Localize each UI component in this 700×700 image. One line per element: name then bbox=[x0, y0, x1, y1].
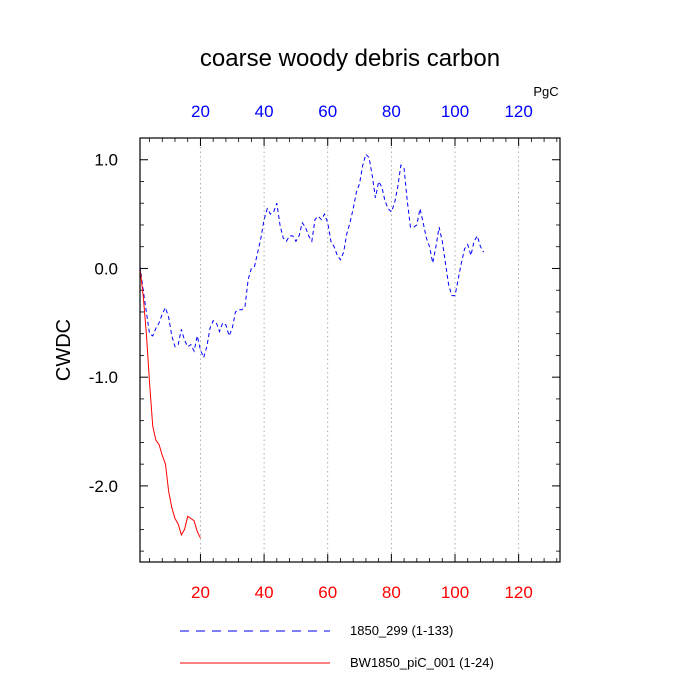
x-tick-label-top: 80 bbox=[382, 102, 401, 121]
x-tick-label-top: 60 bbox=[318, 102, 337, 121]
y-tick-label: 1.0 bbox=[94, 151, 118, 170]
x-tick-label-bottom: 100 bbox=[441, 583, 469, 602]
axis-ticks bbox=[140, 137, 560, 562]
x-tick-label-top: 40 bbox=[255, 102, 274, 121]
tick-labels: 20 20 40 40 60 60 80 80 100 100 120 120 1.0 0.0 -1.0 -2… bbox=[89, 102, 533, 602]
x-tick-label-top: 100 bbox=[441, 102, 469, 121]
legend-label-bw1850-pic-001: BW1850_piC_001 (1-24) bbox=[350, 655, 494, 670]
series-line-2 bbox=[139, 268, 201, 539]
legend-label-1850-299: 1850_299 (1-133) bbox=[350, 623, 453, 638]
x-grid bbox=[200, 138, 520, 562]
legend: 1850_299 (1-133) BW1850_piC_001 (1-24) bbox=[180, 623, 494, 670]
y-axis-label: CWDC bbox=[53, 319, 75, 381]
series-line-1 bbox=[139, 153, 485, 360]
x-tick-label-top: 20 bbox=[191, 102, 210, 121]
x-tick-label-bottom: 80 bbox=[382, 583, 401, 602]
x-tick-label-top: 120 bbox=[504, 102, 532, 121]
y-tick-label: -1.0 bbox=[89, 368, 118, 387]
y-tick-label: 0.0 bbox=[94, 259, 118, 278]
x-tick-label-bottom: 20 bbox=[191, 583, 210, 602]
x-tick-label-bottom: 40 bbox=[255, 583, 274, 602]
chart-title: coarse woody debris carbon bbox=[200, 45, 500, 72]
y-tick-label: -2.0 bbox=[89, 477, 118, 496]
x-tick-label-bottom: 120 bbox=[504, 583, 532, 602]
plot-frame bbox=[139, 137, 561, 563]
series-layer bbox=[139, 153, 485, 539]
x-tick-label-bottom: 60 bbox=[318, 583, 337, 602]
units-label: PgC bbox=[533, 84, 558, 99]
